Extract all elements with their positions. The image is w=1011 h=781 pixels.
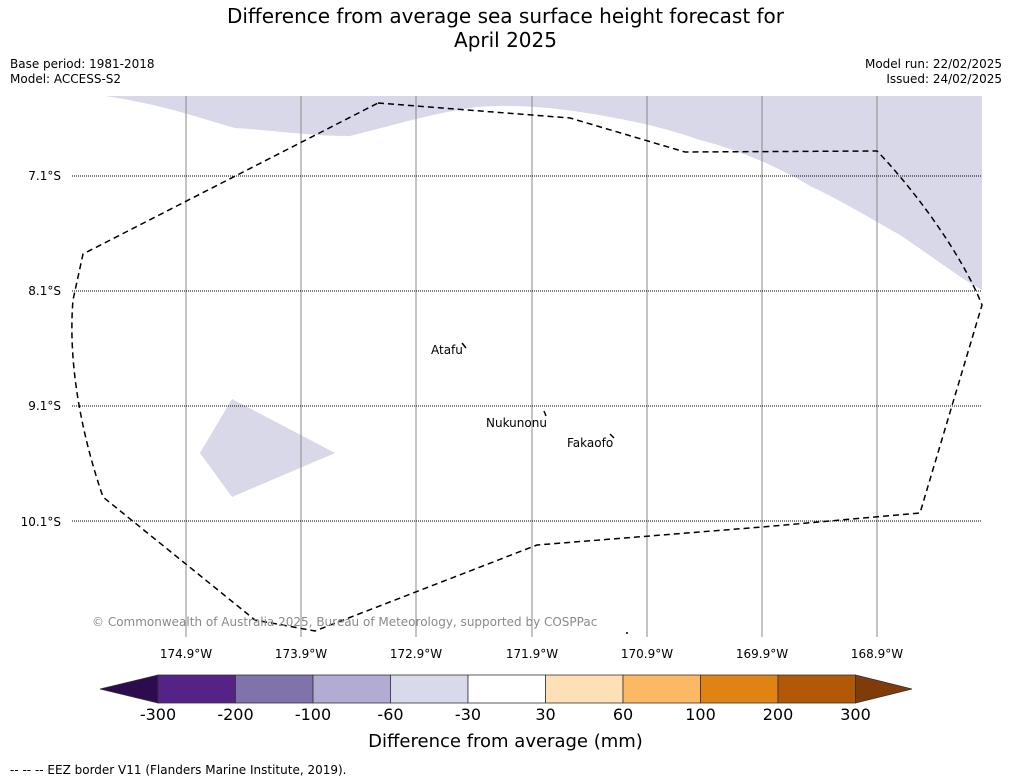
anomaly-region-north [105, 96, 982, 290]
fakaofo-island-mark [609, 433, 615, 439]
place-atafu: Atafu [431, 343, 463, 357]
anomaly-region-west [200, 399, 335, 497]
model-run: Model run: 22/02/2025 [864, 57, 1002, 71]
lon-label-173-9: 173.9°W [274, 647, 328, 661]
lon-label-168-9: 168.9°W [850, 647, 904, 661]
chart-title-line-1: Difference from average sea surface heig… [226, 4, 785, 28]
lon-label-171-9: 171.9°W [505, 647, 559, 661]
lon-label-170-9: 170.9°W [620, 647, 674, 661]
colorbar-tick-4: -60 [377, 705, 404, 724]
lon-label-169-9: 169.9°W [735, 647, 789, 661]
base-period: Base period: 1981-2018 [10, 57, 155, 71]
latitude-lines [72, 175, 982, 522]
colorbar-bin-9 [777, 674, 856, 704]
chart-title: Difference from average sea surface heig… [0, 4, 1011, 52]
longitude-lines [185, 96, 878, 637]
copyright-notice: © Commonwealth of Australia 2025, Bureau… [92, 615, 598, 629]
small-island-mark [626, 632, 628, 634]
lat-label-9-1: 9.1°S [28, 399, 61, 413]
colorbar-bin-7 [622, 674, 701, 704]
place-nukunonu: Nukunonu [486, 416, 547, 430]
colorbar-tick-6: 30 [535, 705, 556, 724]
place-fakaofo: Fakaofo [567, 436, 614, 450]
meta-right: Model run: 22/02/2025 Issued: 24/02/2025 [865, 57, 1002, 87]
colorbar-extend-low [99, 674, 159, 704]
issued-date: Issued: 24/02/2025 [886, 72, 1002, 86]
colorbar-tick-9: 200 [762, 705, 794, 724]
eez-footnote: -- -- -- EEZ border V11 (Flanders Marine… [10, 763, 347, 777]
colorbar-bin-6 [545, 674, 624, 704]
eez-border [71, 102, 983, 632]
colorbar-extend-high [855, 674, 913, 704]
colorbar-tick-5: -30 [454, 705, 482, 724]
colorbar-bin-8 [700, 674, 779, 704]
lat-label-10-1: 10.1°S [20, 515, 61, 529]
colorbar-tick-7: 60 [612, 705, 634, 724]
meta-left: Base period: 1981-2018 Model: ACCESS-S2 [10, 57, 155, 87]
colorbar-bin-1 [157, 674, 236, 704]
lon-label-172-9: 172.9°W [389, 647, 443, 661]
colorbar-tick-2: -200 [217, 705, 254, 724]
atafu-island-mark [461, 342, 467, 349]
colorbar-label: Difference from average (mm) [368, 731, 643, 752]
colorbar-tick-1: -300 [139, 705, 177, 724]
colorbar-bin-5 [467, 674, 546, 704]
lat-label-7-1: 7.1°S [28, 169, 61, 183]
lon-label-174-9: 174.9°W [159, 647, 213, 661]
colorbar-bin-3 [312, 674, 391, 704]
model-name: Model: ACCESS-S2 [10, 72, 122, 86]
lat-label-8-1: 8.1°S [28, 284, 61, 298]
colorbar-tick-10: 300 [840, 705, 871, 724]
colorbar [99, 674, 913, 704]
colorbar-bin-4 [390, 674, 469, 704]
colorbar-tick-8: 100 [685, 705, 716, 724]
nukunonu-island-mark [543, 410, 547, 417]
colorbar-tick-3: -100 [294, 705, 332, 724]
colorbar-bin-2 [235, 674, 314, 704]
chart-title-line-2: April 2025 [454, 28, 557, 52]
